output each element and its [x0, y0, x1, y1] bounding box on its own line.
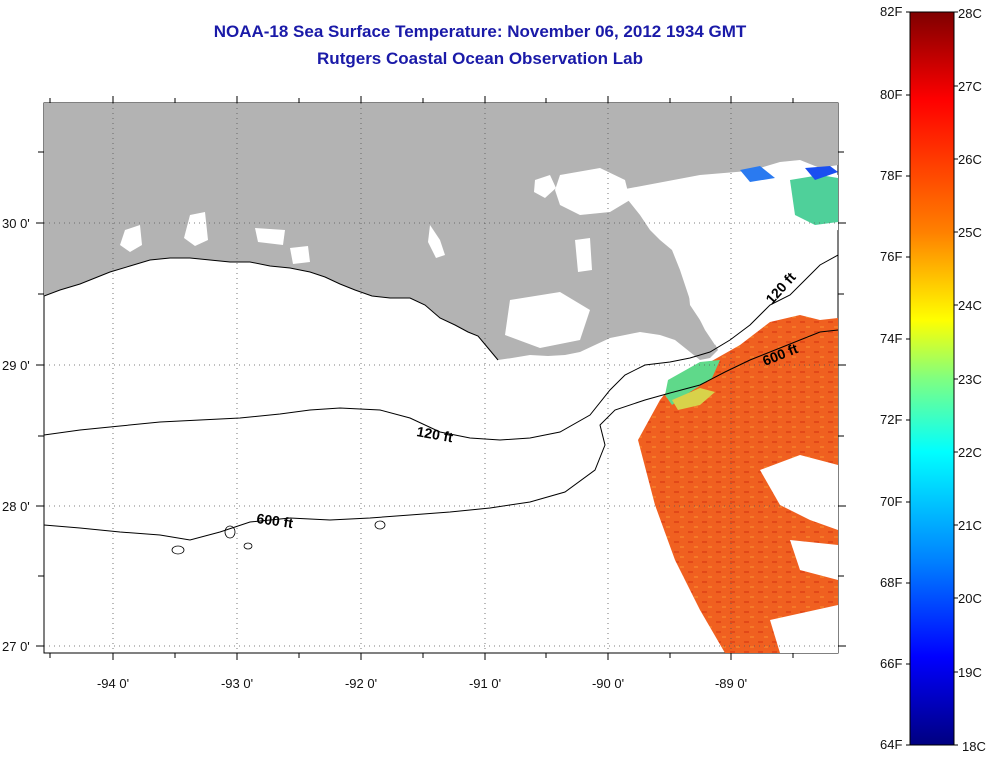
colorbar-f-label: 80F — [880, 87, 903, 102]
lon-label-89: -89 0' — [714, 676, 748, 691]
white-lake — [290, 246, 310, 264]
colorbar-f-label: 78F — [880, 168, 903, 183]
colorbar-f-label: 82F — [880, 4, 903, 19]
colorbar-c-label: 26C — [958, 152, 982, 167]
cloud-gap-2 — [790, 540, 838, 580]
cloud-gap-1 — [760, 455, 838, 530]
colorbar-c-label: 25C — [958, 225, 982, 240]
colorbar-ticks — [906, 11, 958, 746]
sst-nearshore-cool — [665, 360, 720, 405]
lake-calcasieu — [184, 212, 208, 246]
colorbar-f-label: 74F — [880, 331, 903, 346]
colorbar-c-label: 28C — [958, 6, 982, 21]
land-mass — [44, 103, 838, 360]
lon-label-92: -92 0' — [344, 676, 378, 691]
barataria-bay — [505, 292, 590, 348]
map-title: NOAA-18 Sea Surface Temperature: Novembe… — [213, 22, 747, 41]
lat-label-30: 30 0' — [2, 216, 30, 231]
sst-bay-cold-1 — [740, 166, 775, 182]
lat-label-27: 27 0' — [2, 639, 30, 654]
colorbar-f-label: 76F — [880, 249, 903, 264]
colorbar-c-label: 19C — [958, 665, 982, 680]
colorbar-f-label: 66F — [880, 656, 903, 671]
axis-ticks — [36, 96, 846, 660]
contour-label-600-west: 600 ft — [256, 510, 295, 531]
colorbar — [909, 11, 955, 746]
colorbar-f-label: 64F — [880, 737, 903, 752]
lake-maurepas — [534, 175, 556, 198]
graticule — [44, 103, 838, 653]
isobath-600ft — [44, 329, 838, 541]
lon-label-94: -94 0' — [96, 676, 130, 691]
sst-sound — [790, 175, 838, 225]
lon-label-91: -91 0' — [468, 676, 502, 691]
marsh-lake-2 — [428, 225, 445, 258]
colorbar-f-label: 70F — [880, 494, 903, 509]
cloud-gap-3 — [770, 605, 838, 653]
colorbar-c-label: 27C — [958, 79, 982, 94]
offshore-banks — [171, 520, 386, 555]
lon-label-90: -90 0' — [591, 676, 625, 691]
colorbar-c-label: 21C — [958, 518, 982, 533]
sst-nearshore-mid — [672, 388, 715, 410]
colorbar-f-label: 72F — [880, 412, 903, 427]
lat-label-29: 29 0' — [2, 358, 30, 373]
colorbar-c-label: 18C — [962, 739, 986, 754]
coastline — [44, 257, 499, 361]
delta-waters — [620, 168, 838, 345]
colorbar-f-label: 68F — [880, 575, 903, 590]
lon-label-93: -93 0' — [220, 676, 254, 691]
lake-pontchartrain — [555, 168, 630, 215]
lat-label-28: 28 0' — [2, 499, 30, 514]
contour-label-120-west: 120 ft — [415, 423, 454, 445]
colorbar-c-label: 24C — [958, 298, 982, 313]
colorbar-c-label: 22C — [958, 445, 982, 460]
lake-sabine — [120, 225, 142, 252]
grand-lake — [255, 228, 285, 245]
sst-bay-cold-2 — [805, 166, 838, 180]
isobath-120ft — [44, 254, 838, 441]
colorbar-c-label: 20C — [958, 591, 982, 606]
marsh-lake-1 — [575, 238, 592, 272]
map-subtitle: Rutgers Coastal Ocean Observation Lab — [317, 49, 643, 68]
colorbar-c-label: 23C — [958, 372, 982, 387]
